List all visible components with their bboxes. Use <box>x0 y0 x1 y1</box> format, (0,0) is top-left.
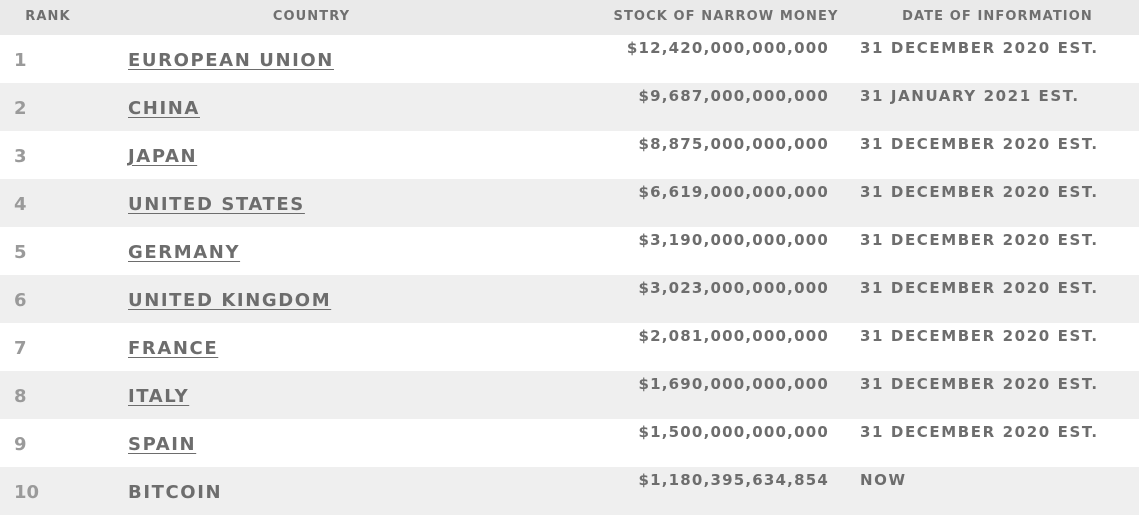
table-row: 9 SPAIN $1,500,000,000,000 31 DECEMBER 2… <box>0 419 1139 467</box>
country-label: BITCOIN <box>128 482 223 503</box>
stock-value: $8,875,000,000,000 <box>638 135 829 153</box>
stock-value: $1,500,000,000,000 <box>638 423 829 441</box>
stock-value: $1,690,000,000,000 <box>638 375 829 393</box>
date-value: 31 DECEMBER 2020 EST. <box>860 135 1099 153</box>
rank-cell: 9 <box>14 434 27 455</box>
rank-cell: 3 <box>14 146 27 167</box>
date-value: 31 DECEMBER 2020 EST. <box>860 279 1099 297</box>
stock-value: $3,190,000,000,000 <box>638 231 829 249</box>
header-rank[interactable]: RANK <box>25 9 71 24</box>
date-value: 31 DECEMBER 2020 EST. <box>860 39 1099 57</box>
rank-cell: 2 <box>14 98 27 119</box>
rank-cell: 7 <box>14 338 27 359</box>
date-value: NOW <box>860 471 907 489</box>
header-stock[interactable]: STOCK OF NARROW MONEY <box>613 9 839 24</box>
date-value: 31 DECEMBER 2020 EST. <box>860 423 1099 441</box>
country-link[interactable]: GERMANY <box>128 242 241 263</box>
rank-cell: 6 <box>14 290 27 311</box>
stock-value: $2,081,000,000,000 <box>638 327 829 345</box>
date-value: 31 DECEMBER 2020 EST. <box>860 231 1099 249</box>
country-link[interactable]: UNITED STATES <box>128 194 305 215</box>
table-row: 7 FRANCE $2,081,000,000,000 31 DECEMBER … <box>0 323 1139 371</box>
stock-value: $9,687,000,000,000 <box>638 87 829 105</box>
stock-value: $1,180,395,634,854 <box>638 471 829 489</box>
country-link[interactable]: FRANCE <box>128 338 219 359</box>
date-value: 31 DECEMBER 2020 EST. <box>860 183 1099 201</box>
stock-value: $6,619,000,000,000 <box>638 183 829 201</box>
table-row: 4 UNITED STATES $6,619,000,000,000 31 DE… <box>0 179 1139 227</box>
header-country[interactable]: COUNTRY <box>272 9 351 24</box>
country-link[interactable]: EUROPEAN UNION <box>128 50 334 71</box>
stock-value: $3,023,000,000,000 <box>638 279 829 297</box>
table-row: 1 EUROPEAN UNION $12,420,000,000,000 31 … <box>0 35 1139 83</box>
table-row: 8 ITALY $1,690,000,000,000 31 DECEMBER 2… <box>0 371 1139 419</box>
country-link[interactable]: SPAIN <box>128 434 197 455</box>
country-link[interactable]: JAPAN <box>128 146 198 167</box>
date-value: 31 JANUARY 2021 EST. <box>860 87 1080 105</box>
date-value: 31 DECEMBER 2020 EST. <box>860 327 1099 345</box>
country-link[interactable]: CHINA <box>128 98 200 119</box>
country-link[interactable]: UNITED KINGDOM <box>128 290 332 311</box>
rank-cell: 8 <box>14 386 27 407</box>
table-row: 3 JAPAN $8,875,000,000,000 31 DECEMBER 2… <box>0 131 1139 179</box>
table-row: 10 BITCOIN $1,180,395,634,854 NOW <box>0 467 1139 515</box>
rank-cell: 10 <box>14 482 40 503</box>
rank-cell: 5 <box>14 242 27 263</box>
table-row: 2 CHINA $9,687,000,000,000 31 JANUARY 20… <box>0 83 1139 131</box>
header-date[interactable]: DATE OF INFORMATION <box>902 9 1093 24</box>
table-header: RANK COUNTRY STOCK OF NARROW MONEY DATE … <box>0 0 1139 35</box>
rank-cell: 4 <box>14 194 27 215</box>
table-row: 6 UNITED KINGDOM $3,023,000,000,000 31 D… <box>0 275 1139 323</box>
table-row: 5 GERMANY $3,190,000,000,000 31 DECEMBER… <box>0 227 1139 275</box>
country-link[interactable]: ITALY <box>128 386 190 407</box>
stock-value: $12,420,000,000,000 <box>626 39 829 57</box>
date-value: 31 DECEMBER 2020 EST. <box>860 375 1099 393</box>
rank-cell: 1 <box>14 50 27 71</box>
